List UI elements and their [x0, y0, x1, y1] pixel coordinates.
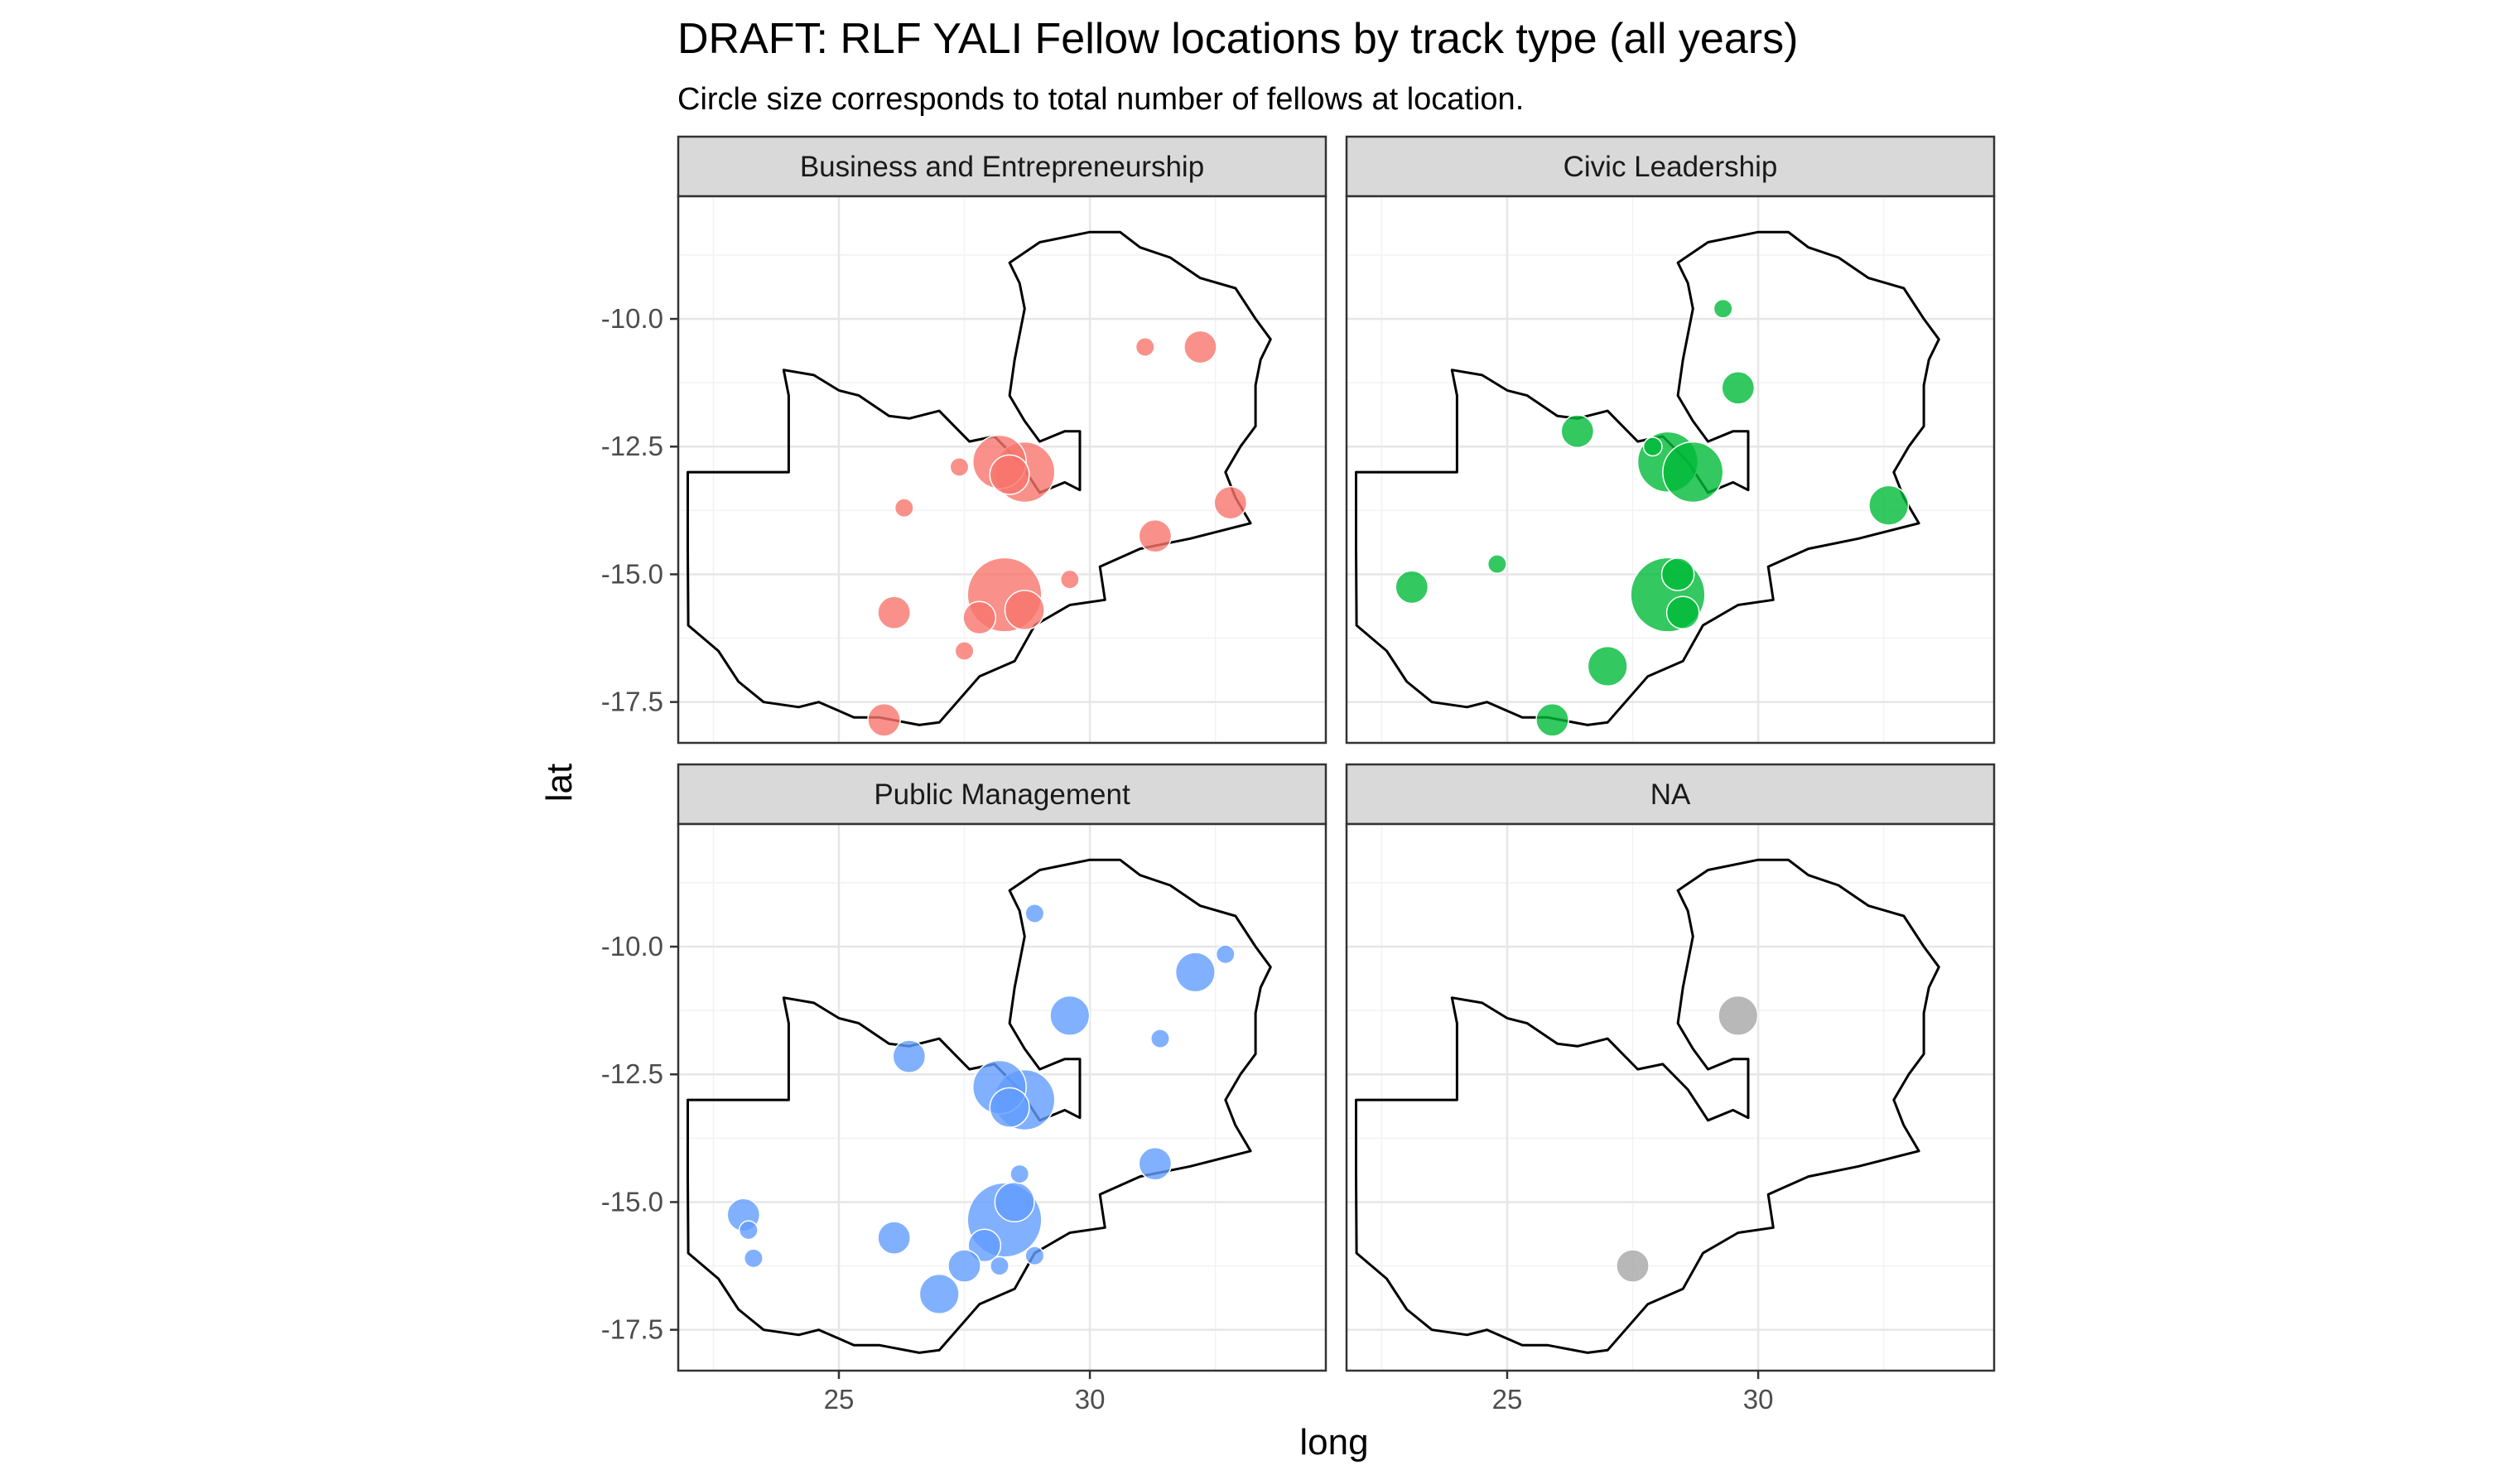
location-point	[1024, 903, 1045, 923]
facet-strip-label: Civic Leadership	[1564, 151, 1778, 183]
panel-border	[677, 822, 1327, 1372]
location-point	[1213, 485, 1248, 520]
location-point	[1009, 1164, 1030, 1184]
location-point	[989, 454, 1030, 495]
facet-strip-label: Business and Entrepreneurship	[800, 151, 1204, 183]
location-point	[738, 1220, 759, 1241]
location-point	[1138, 1146, 1173, 1181]
x-tick-label: 30	[1075, 1384, 1106, 1415]
y-tick-label: -10.0	[601, 303, 663, 334]
location-point	[1004, 590, 1045, 631]
location-point	[918, 1273, 960, 1315]
location-point	[1665, 595, 1700, 630]
y-axis-title: lat	[539, 764, 580, 802]
location-point	[1024, 1246, 1045, 1266]
facet-strip-label: Public Management	[874, 778, 1130, 811]
facet-panel: NA 25 30	[1345, 763, 1996, 1415]
location-point	[1868, 484, 1910, 526]
location-point	[1150, 1029, 1170, 1049]
location-point	[989, 1087, 1030, 1128]
location-point	[877, 595, 912, 630]
location-point	[1642, 436, 1663, 457]
facet-panel: Civic Leadership	[1345, 135, 1996, 745]
location-point	[1587, 645, 1628, 687]
facet-strip	[677, 135, 1327, 198]
location-point	[1183, 330, 1217, 364]
location-point	[1616, 1249, 1650, 1283]
location-point	[1049, 995, 1091, 1036]
location-point	[962, 600, 997, 635]
location-point	[894, 498, 914, 518]
country-outline	[687, 230, 1272, 726]
country-outline	[1355, 230, 1940, 726]
panel-border	[677, 195, 1327, 745]
location-point	[1135, 337, 1155, 357]
location-point	[1174, 952, 1216, 993]
facet-strip	[1345, 135, 1996, 198]
location-point	[949, 456, 970, 477]
facet-panel: Business and Entrepreneurship -10.0 -12.5 -…	[601, 135, 1327, 745]
facet-strip-label: NA	[1650, 778, 1691, 811]
y-tick-label: -15.0	[601, 558, 663, 589]
location-point	[1535, 702, 1569, 737]
country-outline	[1355, 858, 1940, 1354]
country-outline	[687, 858, 1272, 1354]
x-axis-title: long	[1299, 1422, 1368, 1463]
location-point	[1721, 370, 1756, 405]
y-tick-label: -17.5	[601, 1314, 663, 1345]
location-point	[1713, 298, 1733, 319]
location-point	[1660, 557, 1695, 591]
facet-grid: Business and Entrepreneurship -10.0 -12.5 -…	[601, 135, 1996, 1415]
facet-panel: Public Management -10.0 -12.5 -15.0 -17.5 25 3…	[601, 763, 1327, 1415]
y-tick-label: -17.5	[601, 687, 663, 717]
location-point	[1138, 518, 1173, 553]
location-point	[867, 702, 901, 737]
location-point	[947, 1249, 981, 1283]
chart-title: DRAFT: RLF YALI Fellow locations by trac…	[677, 15, 1798, 63]
panel-background	[1347, 824, 1994, 1371]
location-point	[1059, 569, 1080, 590]
location-point	[1486, 554, 1507, 575]
x-tick-label: 25	[824, 1384, 855, 1415]
y-tick-label: -12.5	[601, 1058, 663, 1089]
facet-strip	[1345, 763, 1996, 826]
y-tick-label: -12.5	[601, 431, 663, 461]
location-point	[954, 641, 975, 661]
location-point	[994, 1181, 1035, 1222]
location-point	[1718, 995, 1759, 1036]
location-point	[967, 1228, 1002, 1263]
location-point	[892, 1039, 927, 1074]
x-tick-label: 30	[1743, 1384, 1774, 1415]
location-point	[1560, 414, 1595, 449]
location-point	[1662, 441, 1724, 504]
location-point	[877, 1221, 912, 1255]
panel-border	[1345, 822, 1996, 1372]
location-point	[1215, 944, 1236, 965]
facet-strip	[677, 763, 1327, 826]
location-point	[743, 1248, 764, 1269]
x-tick-label: 25	[1492, 1384, 1523, 1415]
location-point	[1395, 570, 1429, 605]
location-point	[990, 1256, 1009, 1276]
y-tick-label: -15.0	[601, 1186, 663, 1217]
chart-subtitle: Circle size corresponds to total number …	[677, 82, 1524, 117]
panel-border	[1345, 195, 1996, 745]
y-tick-label: -10.0	[601, 931, 663, 962]
